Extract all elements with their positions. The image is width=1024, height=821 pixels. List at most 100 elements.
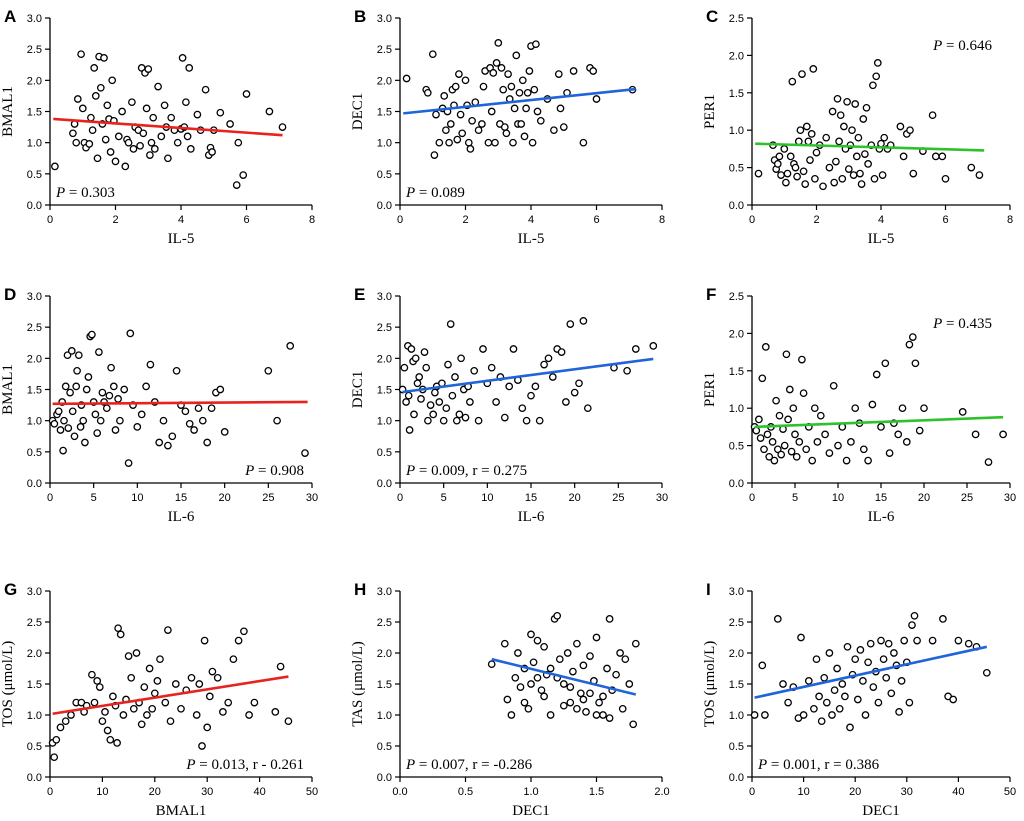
panel-i-data-point bbox=[882, 673, 891, 682]
panel-i-x-tick-label: 0 bbox=[749, 786, 755, 798]
panel-c-fit-line bbox=[755, 142, 985, 152]
panel-e-data-point bbox=[557, 348, 566, 356]
panel-h-data-point bbox=[625, 680, 634, 688]
panel-e-data-point bbox=[505, 382, 514, 391]
panel-a-data-point bbox=[147, 138, 156, 147]
panel-d-data-point bbox=[54, 407, 63, 416]
panel-d-data-point bbox=[301, 449, 309, 457]
panel-f-data-point bbox=[770, 456, 779, 465]
panel-a-p-value: P = 0.303 bbox=[55, 185, 115, 201]
panel-c-data-point bbox=[828, 107, 837, 116]
panel-f-data-point bbox=[791, 430, 799, 439]
panel-b-data-point bbox=[504, 70, 512, 78]
panel-i-data-point bbox=[869, 683, 878, 691]
panel-d-x-axis-title: IL-6 bbox=[168, 509, 195, 525]
panel-f-y-axis-title: PER1 bbox=[702, 372, 718, 407]
panel-e-data-point bbox=[404, 391, 413, 400]
panel-h-data-point bbox=[618, 704, 627, 713]
panel-c-data-point bbox=[819, 182, 827, 191]
panel-i-data-point bbox=[895, 708, 903, 716]
panel-c-data-point bbox=[877, 139, 885, 148]
panel-e-data-point bbox=[583, 404, 592, 413]
panel-e-x-axis-title: IL-6 bbox=[518, 509, 545, 525]
panel-h-data-point bbox=[546, 711, 555, 719]
panel-f-p-value: P = 0.435 bbox=[932, 316, 992, 332]
panel-c-y-tick-label: 1.0 bbox=[729, 125, 744, 137]
panel-a-data-point bbox=[186, 145, 195, 153]
panel-a-data-point bbox=[118, 107, 126, 116]
panel-c-data-point bbox=[941, 174, 950, 183]
panel-b-data-point bbox=[487, 107, 496, 116]
panel-d-data-point bbox=[198, 416, 207, 425]
panel-h-data-point bbox=[573, 639, 581, 648]
panel-e-x-tick-label: 15 bbox=[525, 492, 537, 504]
panel-a-letter: A bbox=[4, 7, 16, 26]
panel-b-y-tick-label: 0.5 bbox=[377, 169, 392, 181]
panel-c-data-point bbox=[825, 163, 834, 172]
panel-h-y-tick-label: 2.5 bbox=[377, 617, 392, 629]
panel-c-x-tick-label: 8 bbox=[1007, 214, 1013, 226]
panel-c-data-point bbox=[878, 171, 887, 179]
panel-d-y-tick-label: 2.5 bbox=[27, 322, 42, 334]
panel-a-data-point bbox=[142, 104, 151, 113]
panel-b-x-tick-label: 2 bbox=[462, 214, 468, 226]
panel-f-data-point bbox=[752, 426, 761, 435]
panel-c-data-point bbox=[806, 156, 814, 164]
panel-c-data-point bbox=[975, 171, 984, 179]
panel-a-data-point bbox=[150, 145, 159, 153]
panel-c-p-value: P = 0.646 bbox=[932, 38, 992, 54]
panel-e-data-point bbox=[535, 416, 544, 425]
panel-b-data-point bbox=[589, 67, 598, 75]
panel-d-data-point bbox=[286, 342, 295, 350]
panel-b-y-tick-label: 2.5 bbox=[377, 44, 392, 56]
panel-c-data-point bbox=[793, 172, 801, 181]
panel-g-data-point bbox=[166, 717, 175, 726]
panel-g: G 0.0 0.5 1.0 1.5 2.0 2.5 3.0 0 10 20 30 40 50 BMAL1 TO… bbox=[0, 580, 318, 819]
panel-d-data-point bbox=[164, 441, 172, 450]
panel-a-data-point bbox=[234, 138, 243, 147]
panel-a-data-point bbox=[146, 151, 154, 159]
panel-g-data-point bbox=[140, 683, 149, 691]
panel-h-data-point bbox=[540, 692, 548, 701]
panel-h-data-point bbox=[533, 673, 542, 682]
panel-c-data-point bbox=[899, 152, 908, 161]
panel-h-data-point bbox=[527, 630, 535, 639]
panel-c-data-point bbox=[928, 111, 937, 120]
panel-c-data-point bbox=[856, 169, 864, 178]
panel-h-data-point bbox=[516, 683, 525, 691]
panel-e-fit-line bbox=[402, 357, 654, 394]
panel-d-data-point bbox=[93, 429, 102, 437]
panel-c-data-point bbox=[862, 103, 871, 112]
panel-e-data-point bbox=[457, 354, 465, 363]
panel-b-data-point bbox=[468, 116, 476, 125]
panel-a-data-point bbox=[91, 92, 100, 100]
panel-c-data-point bbox=[804, 137, 813, 146]
panel-g-data-point bbox=[132, 649, 141, 657]
panel-i-data-point bbox=[964, 639, 973, 648]
panel-d-data-point bbox=[81, 438, 89, 447]
panel-e-data-point bbox=[579, 317, 588, 325]
panel-g-data-point bbox=[240, 627, 248, 636]
panel-g-data-point bbox=[177, 704, 185, 713]
panel-f-data-point bbox=[859, 445, 868, 454]
panel-g-data-point bbox=[113, 739, 121, 747]
panel-h-data-point bbox=[616, 649, 624, 657]
panel-c-data-point bbox=[836, 111, 845, 120]
panel-g-data-point bbox=[129, 704, 138, 713]
panel-a-data-point bbox=[103, 101, 112, 110]
panel-f-y-tick-label: 1.5 bbox=[729, 366, 744, 378]
panel-g-x-tick-label: 40 bbox=[253, 786, 265, 798]
panel-g-data-point bbox=[137, 720, 146, 729]
panel-g-data-point bbox=[224, 698, 233, 707]
panel-h-data-point bbox=[579, 695, 588, 704]
panel-f-x-tick-label: 0 bbox=[749, 492, 755, 504]
panel-g-p-value: P = 0.013, r - 0.261 bbox=[185, 757, 304, 773]
panel-d-data-point bbox=[107, 363, 115, 372]
panel-d-data-point bbox=[264, 366, 273, 375]
panel-a-data-point bbox=[77, 50, 85, 59]
panel-e-x-tick-label: 30 bbox=[656, 492, 668, 504]
panel-a-data-point bbox=[149, 113, 158, 122]
panel-b-data-point bbox=[523, 88, 532, 97]
panel-a-data-point bbox=[88, 126, 97, 135]
panel-d-data-point bbox=[203, 438, 212, 447]
